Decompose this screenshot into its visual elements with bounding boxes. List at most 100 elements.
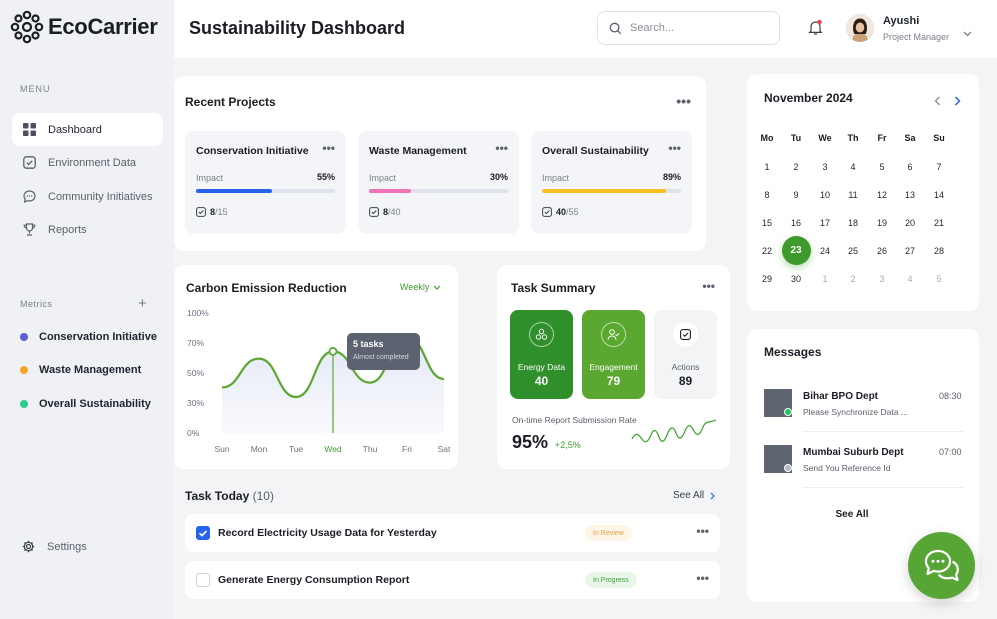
calendar-day[interactable]: 2: [793, 162, 799, 172]
sidebar-item-environment-data[interactable]: Environment Data: [12, 146, 163, 179]
avatar[interactable]: [846, 14, 874, 42]
sidebar-item-community-initiatives[interactable]: Community Initiatives: [12, 180, 163, 213]
highlight-point[interactable]: [328, 347, 338, 356]
calendar-day[interactable]: 6: [907, 162, 913, 172]
task-menu[interactable]: •••: [696, 524, 709, 538]
calendar-day[interactable]: 18: [847, 218, 858, 228]
chart-tooltip: 5 tasks Almost completed: [347, 333, 420, 370]
calendar-day[interactable]: 26: [876, 246, 887, 256]
calendar-day[interactable]: 14: [933, 190, 944, 200]
project-card[interactable]: Overall Sustainability ••• Impact 89% 40…: [531, 131, 692, 234]
calendar-day[interactable]: 2: [850, 274, 856, 284]
message-item[interactable]: Bihar BPO Dept Please Synchronize Data .…: [764, 389, 964, 429]
metric-overall-sustainability[interactable]: Overall Sustainability: [20, 398, 151, 410]
chat-support-button[interactable]: [908, 532, 975, 599]
task-summary-card: Task Summary ••• Energy Data 40 Engageme…: [497, 265, 730, 469]
calendar-day[interactable]: 15: [761, 218, 772, 228]
task-checkbox[interactable]: [196, 526, 210, 540]
y-tick-label: 0%: [187, 428, 200, 438]
weekday-label: Fr: [877, 133, 887, 143]
message-item[interactable]: Mumbai Suburb Dept Send You Reference Id…: [764, 445, 964, 485]
check-icon: [198, 530, 208, 537]
calendar-day[interactable]: 13: [904, 190, 915, 200]
notification-button[interactable]: [808, 19, 823, 41]
menu-caption: MENU: [20, 84, 51, 94]
calendar-day[interactable]: 27: [904, 246, 915, 256]
tooltip-title: 5 tasks: [353, 339, 384, 349]
calendar-day[interactable]: 4: [907, 274, 913, 284]
calendar-day[interactable]: 20: [904, 218, 915, 228]
task-menu[interactable]: •••: [696, 571, 709, 585]
x-tick-label: Wed: [324, 444, 342, 454]
calendar-day[interactable]: 9: [793, 190, 799, 200]
engagement-icon-wrap: [601, 322, 626, 347]
calendar-day[interactable]: 1: [764, 162, 770, 172]
recent-projects-menu[interactable]: •••: [676, 93, 691, 109]
project-menu[interactable]: •••: [322, 141, 335, 155]
calendar-day[interactable]: 24: [819, 246, 830, 256]
calendar-day[interactable]: 11: [848, 190, 858, 200]
weekly-filter-dropdown[interactable]: Weekly: [400, 282, 441, 292]
calendar-day[interactable]: 5: [879, 162, 885, 172]
messages-see-all-link[interactable]: See All: [835, 509, 869, 520]
metric-color-dot: [20, 400, 28, 408]
calendar-day[interactable]: 30: [790, 274, 801, 284]
task-row[interactable]: Record Electricity Usage Data for Yester…: [185, 514, 720, 552]
calendar-day[interactable]: 7: [936, 162, 942, 172]
logo-icon: [10, 10, 44, 44]
user-menu-toggle[interactable]: [963, 24, 972, 42]
calendar-day[interactable]: 5: [936, 274, 942, 284]
tile-actions[interactable]: Actions 89: [654, 310, 717, 399]
tile-engagement[interactable]: Engagement 79: [582, 310, 645, 399]
calendar-day[interactable]: 17: [819, 218, 830, 228]
calendar-day[interactable]: 10: [819, 190, 830, 200]
project-menu[interactable]: •••: [668, 141, 681, 155]
checkbox-icon: [196, 207, 206, 217]
calendar-day[interactable]: 29: [761, 274, 772, 284]
add-metric-button[interactable]: +: [138, 295, 147, 312]
calendar-day[interactable]: 12: [876, 190, 887, 200]
sidebar-item-dashboard[interactable]: Dashboard: [12, 113, 163, 146]
actions-icon-wrap: [673, 322, 698, 347]
user-check-icon: [607, 329, 620, 341]
project-card[interactable]: Waste Management ••• Impact 30% 8/40: [358, 131, 519, 234]
calendar-day[interactable]: 21: [933, 218, 944, 228]
logo[interactable]: EcoCarrier: [10, 10, 158, 44]
calendar-day[interactable]: 3: [879, 274, 885, 284]
sidebar-item-settings[interactable]: Settings: [22, 540, 87, 553]
calendar-card: November 2024 Mo Tu We Th Fr Sa Su 1 2 3 4 5 6 7 8 9 10 1…: [747, 74, 979, 311]
task-today-see-all-link[interactable]: See All: [673, 490, 715, 501]
project-menu[interactable]: •••: [495, 141, 508, 155]
calendar-day[interactable]: 19: [876, 218, 887, 228]
filter-label: Weekly: [400, 282, 430, 292]
task-today-title: Task Today: [185, 489, 250, 503]
task-checkbox[interactable]: [196, 573, 210, 587]
sidebar-item-reports[interactable]: Reports: [12, 213, 163, 246]
calendar-day-selected[interactable]: 23: [781, 236, 811, 265]
search-input[interactable]: Search...: [597, 11, 780, 45]
metric-conservation-initiative[interactable]: Conservation Initiative: [20, 331, 157, 343]
calendar-day[interactable]: 22: [761, 246, 772, 256]
metric-waste-management[interactable]: Waste Management: [20, 364, 141, 376]
impact-progress-fill: [369, 189, 411, 193]
calendar-day[interactable]: 4: [850, 162, 856, 172]
calendar-prev-button[interactable]: [934, 93, 941, 111]
tile-energy-data[interactable]: Energy Data 40: [510, 310, 573, 399]
task-summary-menu[interactable]: •••: [702, 279, 715, 293]
calendar-day[interactable]: 1: [822, 274, 828, 284]
project-name: Overall Sustainability: [542, 145, 649, 157]
calendar-day[interactable]: 3: [822, 162, 828, 172]
calendar-day[interactable]: 8: [764, 190, 770, 200]
carbon-emission-card: Carbon Emission Reduction Weekly 100% 70%…: [174, 265, 458, 469]
calendar-day[interactable]: 25: [847, 246, 858, 256]
project-card[interactable]: Conservation Initiative ••• Impact 55% 8…: [185, 131, 346, 234]
calendar-next-button[interactable]: [954, 93, 961, 111]
task-row[interactable]: Generate Energy Consumption Report In Pr…: [185, 561, 720, 599]
metric-label: Waste Management: [39, 364, 142, 376]
weekday-label: Su: [933, 133, 945, 143]
calendar-day[interactable]: 28: [933, 246, 944, 256]
calendar-day[interactable]: 16: [790, 218, 801, 228]
impact-progress-fill: [542, 189, 666, 193]
task-summary-title: Task Summary: [511, 281, 596, 295]
sidebar-item-label: Community Initiatives: [48, 190, 153, 203]
